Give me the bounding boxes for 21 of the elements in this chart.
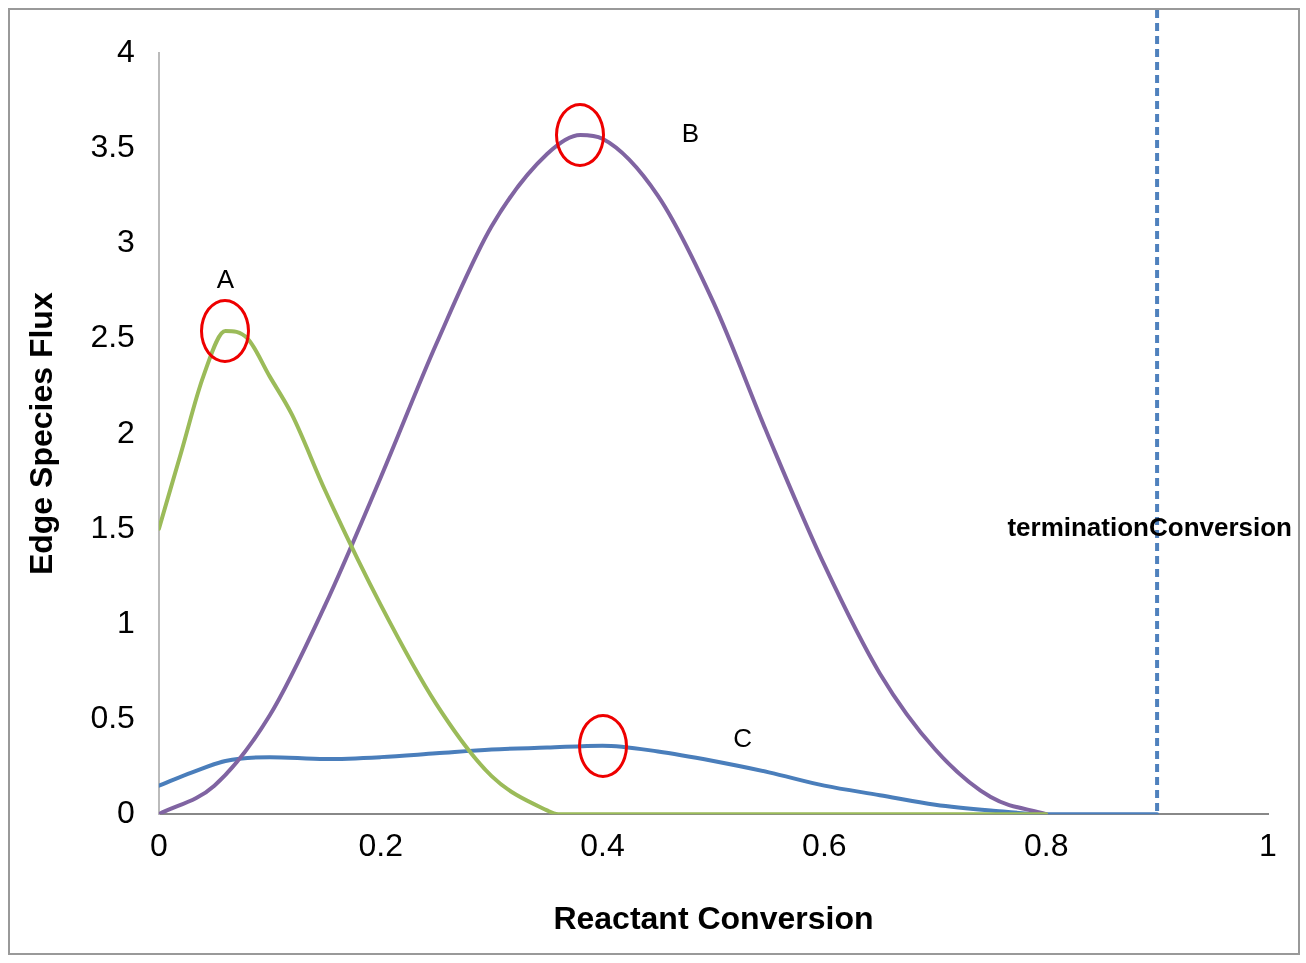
y-tick-label: 0 xyxy=(117,794,135,831)
y-tick-label: 1 xyxy=(117,603,135,640)
y-tick-label: 4 xyxy=(117,33,135,70)
x-tick-label: 0.2 xyxy=(358,827,403,864)
x-tick-label: 0 xyxy=(149,827,168,864)
x-tick-label: 0.4 xyxy=(580,827,625,864)
x-tick-label: 0.8 xyxy=(1023,827,1069,864)
x-tick-label: 1 xyxy=(1259,827,1277,864)
y-tick-label: 3.5 xyxy=(90,128,135,165)
series-label: A xyxy=(216,264,235,295)
y-tick-label: 2 xyxy=(117,413,135,450)
y-tick-label: 3 xyxy=(117,223,135,260)
x-axis-title: Reactant Conversion xyxy=(553,899,874,936)
x-tick-label: 0.6 xyxy=(802,827,847,864)
series-label: C xyxy=(733,722,752,753)
y-tick-label: 2.5 xyxy=(90,318,135,355)
y-tick-label: 1.5 xyxy=(90,508,135,545)
y-axis-title: Edge Species Flux xyxy=(23,292,60,576)
series-label: B xyxy=(681,118,700,149)
ref-line-label: terminationConversion xyxy=(1007,512,1292,542)
y-tick-label: 0.5 xyxy=(90,698,135,735)
